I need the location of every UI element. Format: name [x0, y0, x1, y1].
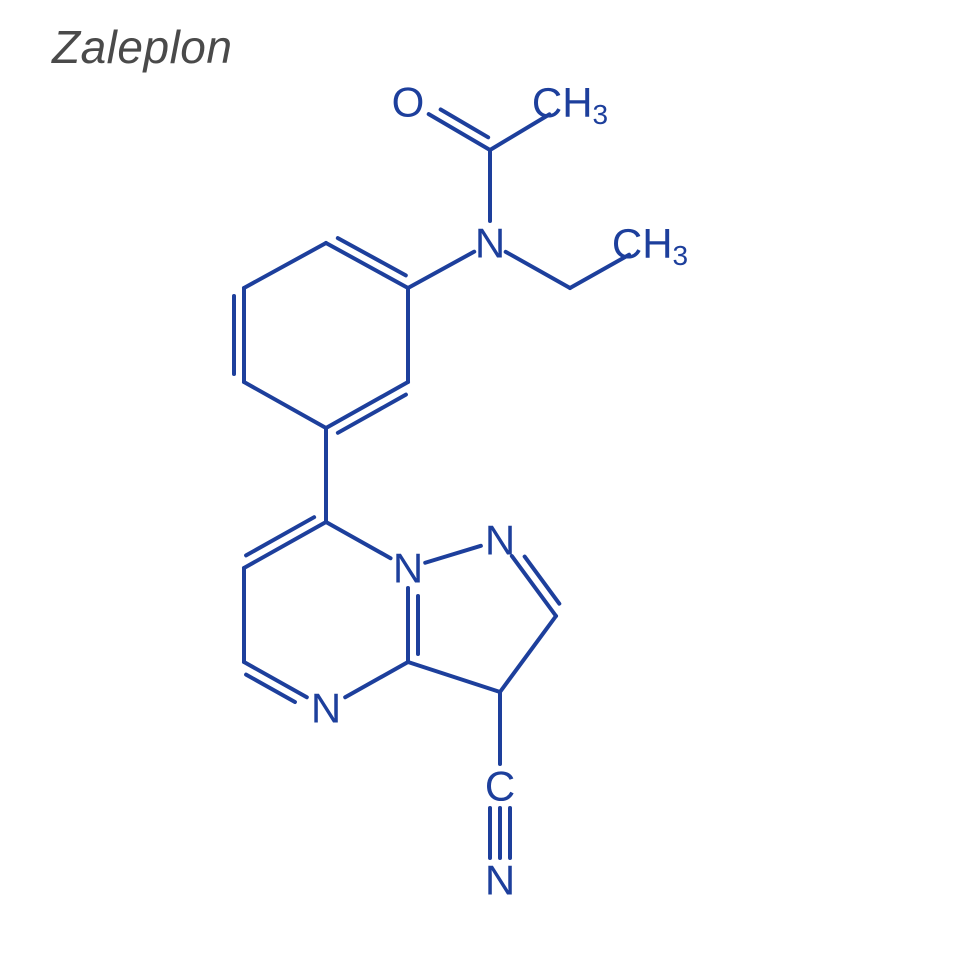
svg-text:O: O	[392, 79, 425, 126]
structure-svg: OCH3CH3NNNNCN	[0, 0, 980, 980]
svg-text:N: N	[485, 517, 515, 564]
molecule-diagram: Zaleplon OCH3CH3NNNNCN	[0, 0, 980, 980]
svg-text:N: N	[393, 545, 423, 592]
svg-text:N: N	[475, 220, 505, 267]
svg-text:CH3: CH3	[612, 220, 688, 271]
compound-title: Zaleplon	[52, 20, 232, 74]
svg-text:N: N	[485, 857, 515, 904]
svg-text:C: C	[485, 763, 515, 810]
svg-text:N: N	[311, 685, 341, 732]
svg-text:CH3: CH3	[532, 79, 608, 130]
